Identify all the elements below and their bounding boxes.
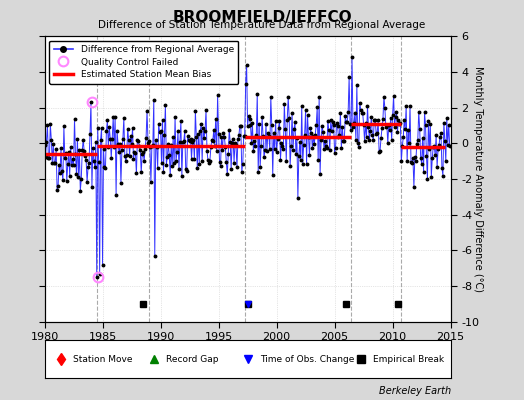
Text: Empirical Break: Empirical Break [374, 354, 444, 364]
Y-axis label: Monthly Temperature Anomaly Difference (°C): Monthly Temperature Anomaly Difference (… [473, 66, 483, 292]
Text: Difference of Station Temperature Data from Regional Average: Difference of Station Temperature Data f… [99, 20, 425, 30]
Legend: Difference from Regional Average, Quality Control Failed, Estimated Station Mean: Difference from Regional Average, Qualit… [49, 40, 238, 84]
Text: Time of Obs. Change: Time of Obs. Change [260, 354, 354, 364]
Text: BROOMFIELD/JEFFCO: BROOMFIELD/JEFFCO [172, 10, 352, 25]
Text: Berkeley Earth: Berkeley Earth [378, 386, 451, 396]
Text: Record Gap: Record Gap [167, 354, 219, 364]
Text: Station Move: Station Move [73, 354, 133, 364]
